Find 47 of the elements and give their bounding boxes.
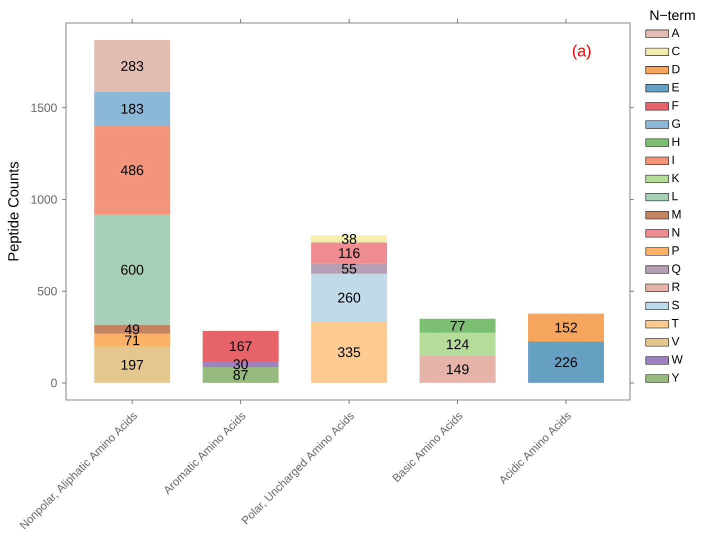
legend-label: C [672, 46, 680, 56]
legend-label: E [672, 83, 679, 92]
data-label: 124 [446, 339, 469, 350]
data-label: 77 [450, 320, 465, 331]
legend-title: N−term [650, 10, 695, 20]
y-axis-title: Peptide Counts [8, 162, 22, 260]
data-label: 38 [342, 234, 356, 244]
legend-label: D [672, 64, 680, 74]
data-label: 116 [338, 248, 360, 258]
legend-label: M [672, 210, 681, 218]
data-label: 71 [125, 335, 140, 346]
data-label: 260 [338, 292, 360, 303]
data-label: 87 [233, 370, 248, 380]
legend-label: V [672, 337, 680, 346]
legend-label: S [672, 300, 679, 310]
data-label: 152 [555, 322, 577, 332]
legend-label: R [672, 282, 680, 291]
data-label: 486 [120, 165, 144, 176]
legend-label: H [672, 138, 680, 146]
legend-label: K [672, 174, 680, 182]
data-label: 49 [124, 324, 140, 334]
legend-label: G [672, 119, 680, 128]
legend-label: N [672, 228, 680, 236]
data-label: 55 [342, 264, 356, 274]
annotation: (a) [572, 44, 590, 60]
legend-label: I [672, 156, 674, 164]
legend-label: Y [672, 373, 680, 382]
data-label: 197 [122, 360, 144, 370]
legend-label: W [672, 355, 683, 364]
legend-label: T [672, 319, 679, 328]
legend-label: A [672, 28, 680, 37]
data-label: 335 [338, 347, 360, 358]
data-label: 167 [230, 341, 252, 352]
legend-label: L [672, 192, 678, 200]
data-label: 149 [446, 364, 469, 374]
y-tick-label: 1000 [32, 195, 57, 204]
y-tick-label: 500 [38, 286, 57, 296]
data-label: 283 [121, 61, 144, 71]
data-label: 600 [121, 264, 144, 275]
data-label: 226 [555, 357, 578, 368]
y-tick-label: 1500 [32, 103, 57, 112]
data-label: 183 [122, 104, 144, 114]
legend-label: Q [672, 264, 680, 276]
data-label: 30 [233, 359, 248, 370]
legend-label: P [672, 246, 679, 255]
legend-label: F [672, 101, 678, 110]
y-tick-label: 0 [51, 378, 57, 388]
